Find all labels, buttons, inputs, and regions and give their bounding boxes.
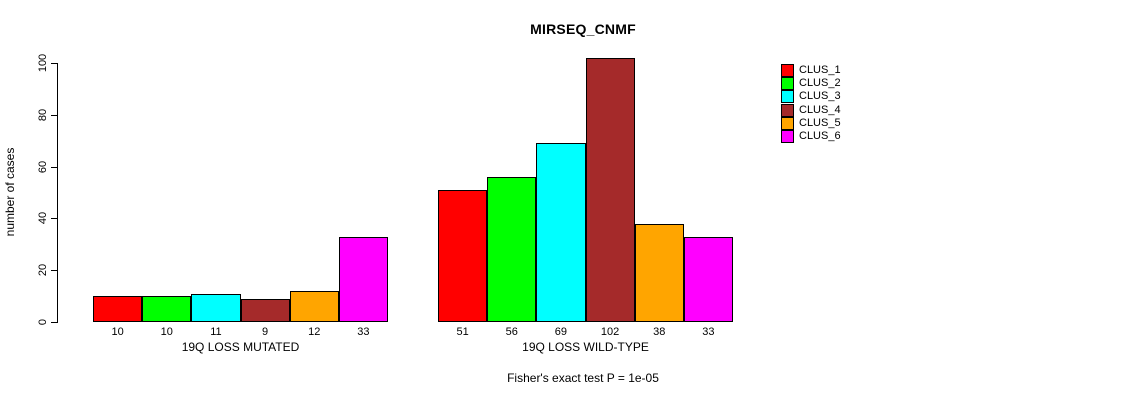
legend-row: CLUS_6: [781, 130, 841, 144]
y-tick-label: 100: [37, 53, 49, 73]
legend-swatch: [781, 90, 794, 104]
legend-swatch: [781, 77, 794, 91]
legend-row: CLUS_3: [781, 90, 841, 104]
y-tick: [51, 115, 57, 116]
bar: [142, 296, 191, 322]
legend-label: CLUS_5: [799, 116, 841, 129]
bar-value-label: 38: [653, 326, 666, 338]
y-tick-label: 40: [37, 212, 49, 225]
group-label: 19Q LOSS MUTATED: [181, 340, 300, 354]
bar-value-label: 12: [308, 326, 321, 338]
bar-value-label: 56: [505, 326, 518, 338]
legend-label: CLUS_3: [799, 90, 841, 103]
bar-value-label: 9: [262, 326, 269, 338]
fisher-test-annotation: Fisher's exact test P = 1e-05: [507, 371, 659, 385]
bar: [536, 143, 586, 322]
y-tick-label: 60: [37, 160, 49, 173]
legend-swatch: [781, 103, 794, 117]
legend-swatch: [781, 130, 794, 144]
y-axis-line: [57, 63, 58, 323]
legend-label: CLUS_2: [799, 77, 841, 90]
bar: [93, 296, 142, 322]
legend-row: CLUS_4: [781, 103, 841, 117]
bar-value-label: 51: [456, 326, 469, 338]
legend-row: CLUS_1: [781, 64, 841, 78]
bar: [635, 224, 684, 322]
bar-value-label: 33: [702, 326, 715, 338]
legend-row: CLUS_5: [781, 116, 841, 130]
chart-title: MIRSEQ_CNMF: [530, 21, 636, 37]
y-tick: [51, 218, 57, 219]
bar: [290, 291, 339, 322]
bar-value-label: 33: [357, 326, 370, 338]
bar: [339, 237, 388, 322]
legend-label: CLUS_4: [799, 103, 841, 116]
y-axis-label: number of cases: [3, 147, 17, 237]
y-tick: [51, 167, 57, 168]
bar-value-label: 102: [600, 326, 620, 338]
group-label: 19Q LOSS WILD-TYPE: [522, 340, 649, 354]
bar: [684, 237, 733, 322]
bar: [438, 190, 487, 322]
y-tick: [51, 270, 57, 271]
legend-swatch: [781, 116, 794, 130]
y-tick: [51, 63, 57, 64]
bar-value-label: 10: [160, 326, 173, 338]
bar-value-label: 10: [111, 326, 124, 338]
y-tick-label: 20: [37, 264, 49, 277]
bar: [191, 294, 241, 322]
bar: [487, 177, 536, 322]
y-tick-label: 0: [37, 318, 49, 326]
y-tick: [51, 322, 57, 323]
legend-label: CLUS_1: [799, 64, 841, 77]
legend-row: CLUS_2: [781, 77, 841, 91]
legend-label: CLUS_6: [799, 130, 841, 143]
bar-value-label: 11: [210, 326, 222, 338]
legend: CLUS_1 CLUS_2 CLUS_3 CLUS_4 CLUS_5 CLUS_6: [781, 64, 841, 144]
bar-value-label: 69: [554, 326, 568, 338]
y-tick-label: 80: [37, 108, 49, 121]
legend-swatch: [781, 64, 794, 78]
bar: [586, 58, 635, 322]
bar: [241, 299, 290, 322]
